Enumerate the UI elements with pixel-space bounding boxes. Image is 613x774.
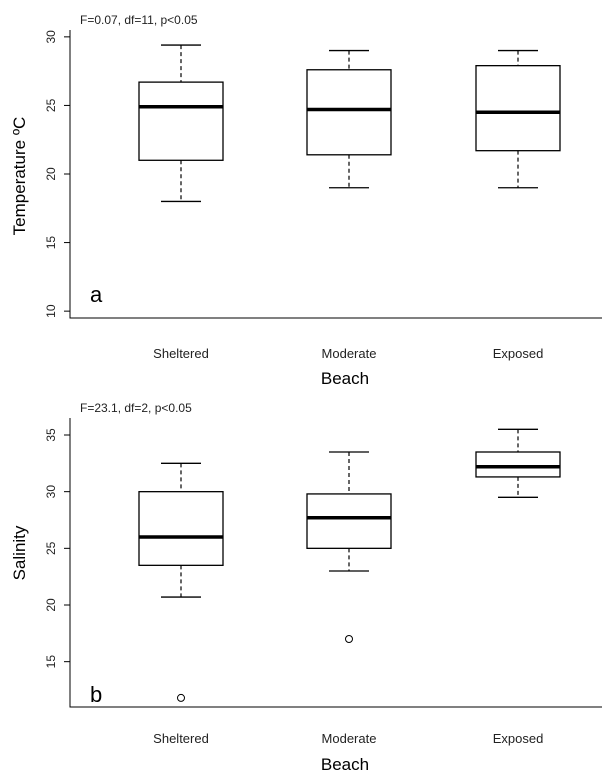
temperature-y-tick-label: 30 bbox=[44, 30, 58, 44]
temperature-box-moderate bbox=[306, 49, 392, 189]
temperature-y-tick-label: 15 bbox=[44, 236, 58, 250]
temperature-category-label: Sheltered bbox=[153, 346, 209, 361]
temperature-y-tick-label: 25 bbox=[44, 98, 58, 112]
iqr-box bbox=[475, 451, 561, 478]
salinity-y-tick-label: 25 bbox=[44, 541, 58, 555]
salinity-y-tick-label: 35 bbox=[44, 428, 58, 442]
temperature-box-sheltered bbox=[138, 44, 224, 203]
salinity-axes bbox=[69, 418, 602, 708]
salinity-category-label: Moderate bbox=[322, 731, 377, 746]
salinity-box-moderate bbox=[306, 451, 392, 643]
salinity-category-label: Exposed bbox=[493, 731, 544, 746]
salinity-box-sheltered bbox=[138, 462, 224, 702]
outlier-point bbox=[345, 635, 353, 643]
temperature-y-tick-label: 10 bbox=[44, 304, 58, 318]
salinity-y-tick-label: 20 bbox=[44, 598, 58, 612]
salinity-y-tick-label: 15 bbox=[44, 655, 58, 669]
temperature-category-label: Exposed bbox=[493, 346, 544, 361]
iqr-box bbox=[138, 81, 224, 161]
temperature-y-axis-title: Temperature ºC bbox=[10, 117, 29, 236]
salinity-panel-label: b bbox=[90, 682, 102, 707]
iqr-box bbox=[306, 69, 392, 156]
salinity-box-exposed bbox=[475, 428, 561, 498]
salinity-category-label: Sheltered bbox=[153, 731, 209, 746]
salinity-y-tick-label: 30 bbox=[44, 485, 58, 499]
temperature-panel: F=0.07, df=11, p<0.05 a Temperature ºC B… bbox=[10, 13, 602, 388]
iqr-box bbox=[138, 491, 224, 566]
salinity-x-axis-title: Beach bbox=[321, 755, 369, 774]
temperature-box-exposed bbox=[475, 49, 561, 189]
salinity-anova-annotation: F=23.1, df=2, p<0.05 bbox=[80, 401, 192, 415]
salinity-panel: F=23.1, df=2, p<0.05 b Salinity Beach 15… bbox=[10, 401, 602, 774]
iqr-box bbox=[475, 65, 561, 152]
temperature-x-axis-title: Beach bbox=[321, 369, 369, 388]
temperature-y-tick-label: 20 bbox=[44, 167, 58, 181]
temperature-category-label: Moderate bbox=[322, 346, 377, 361]
temperature-panel-label: a bbox=[90, 282, 103, 307]
iqr-box bbox=[306, 493, 392, 549]
outlier-point bbox=[177, 693, 185, 702]
salinity-y-axis-title: Salinity bbox=[10, 525, 29, 580]
temperature-axes bbox=[69, 30, 602, 319]
temperature-anova-annotation: F=0.07, df=11, p<0.05 bbox=[80, 13, 198, 27]
